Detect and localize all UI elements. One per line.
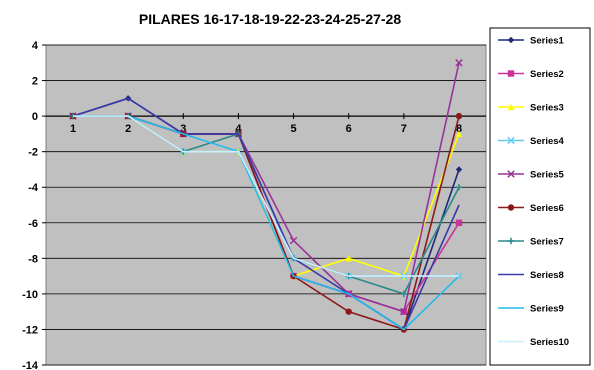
- legend-marker: [507, 136, 515, 145]
- legend-label: Series2: [530, 69, 564, 80]
- data-point: [455, 166, 463, 173]
- legend-label: Series8: [530, 270, 564, 281]
- legend-item: Series1: [498, 36, 565, 47]
- data-point: [400, 290, 408, 298]
- data-point: [345, 255, 352, 262]
- legend-marker: [507, 237, 515, 245]
- data-point: [455, 112, 463, 120]
- y-axis-ticks: 4 2 0 -2 -4 -6 -8 -10 -12 -14: [22, 40, 46, 370]
- y-tick-label: -12: [22, 324, 38, 336]
- x-tick-label: 8: [456, 123, 462, 135]
- data-point: [455, 219, 463, 226]
- legend-label: Series6: [530, 203, 564, 214]
- x-tick-label: 3: [180, 123, 186, 135]
- y-tick-label: 2: [32, 76, 38, 88]
- x-tick-label: 7: [401, 123, 407, 135]
- legend: Series1 Series2 Series3 Series4 Series5 Serie…: [498, 36, 569, 348]
- y-tick-label: -4: [28, 182, 39, 194]
- legend-marker: [507, 170, 515, 178]
- legend-label: Series7: [530, 237, 564, 248]
- y-tick-label: 0: [32, 111, 38, 123]
- data-point: [455, 59, 463, 67]
- legend-marker: [507, 70, 515, 77]
- x-tick-label: 2: [125, 123, 131, 135]
- x-tick-label: 6: [346, 123, 352, 135]
- legend-item: Series10: [498, 337, 569, 348]
- legend-item: Series7: [498, 237, 564, 248]
- legend-marker: [507, 36, 515, 44]
- y-tick-label: -2: [28, 147, 38, 159]
- legend-label: Series10: [530, 337, 569, 348]
- legend-marker: [507, 103, 515, 111]
- data-point: [289, 236, 298, 245]
- legend-label: Series5: [530, 170, 565, 181]
- legend-item: Series5: [498, 170, 565, 181]
- y-tick-label: -6: [28, 218, 38, 230]
- data-point: [455, 184, 463, 191]
- legend-item: Series4: [498, 136, 565, 147]
- legend-item: Series6: [498, 203, 564, 214]
- data-point: [455, 130, 463, 138]
- legend-item: Series8: [498, 270, 564, 281]
- x-axis-ticks: 1 2 3 4 5 6 7 8: [70, 113, 462, 135]
- y-tick-label: 4: [32, 40, 39, 52]
- y-tick-label: -14: [22, 360, 39, 370]
- y-tick-label: -10: [22, 289, 38, 301]
- legend-box: [489, 27, 591, 366]
- series-10: [73, 115, 459, 277]
- legend-item: Series3: [498, 103, 564, 114]
- legend-marker: [507, 204, 515, 211]
- legend-label: Series1: [530, 36, 565, 47]
- legend-item: Series9: [498, 304, 564, 315]
- legend-label: Series9: [530, 304, 564, 315]
- grid-lines: [46, 44, 486, 366]
- series-line: [73, 115, 460, 331]
- data-point: [345, 308, 352, 315]
- series-group: [69, 59, 463, 333]
- legend-label: Series3: [530, 103, 564, 114]
- chart-title: PILARES 16-17-18-19-22-23-24-25-27-28: [139, 11, 401, 27]
- x-tick-label: 4: [235, 123, 242, 135]
- legend-label: Series4: [530, 136, 565, 147]
- series-9: [73, 115, 460, 331]
- x-tick-label: 5: [291, 123, 297, 135]
- legend-item: Series2: [498, 69, 564, 80]
- data-point: [400, 307, 408, 316]
- x-tick-label: 1: [70, 123, 76, 135]
- series-line: [73, 115, 459, 277]
- y-tick-label: -8: [28, 253, 38, 265]
